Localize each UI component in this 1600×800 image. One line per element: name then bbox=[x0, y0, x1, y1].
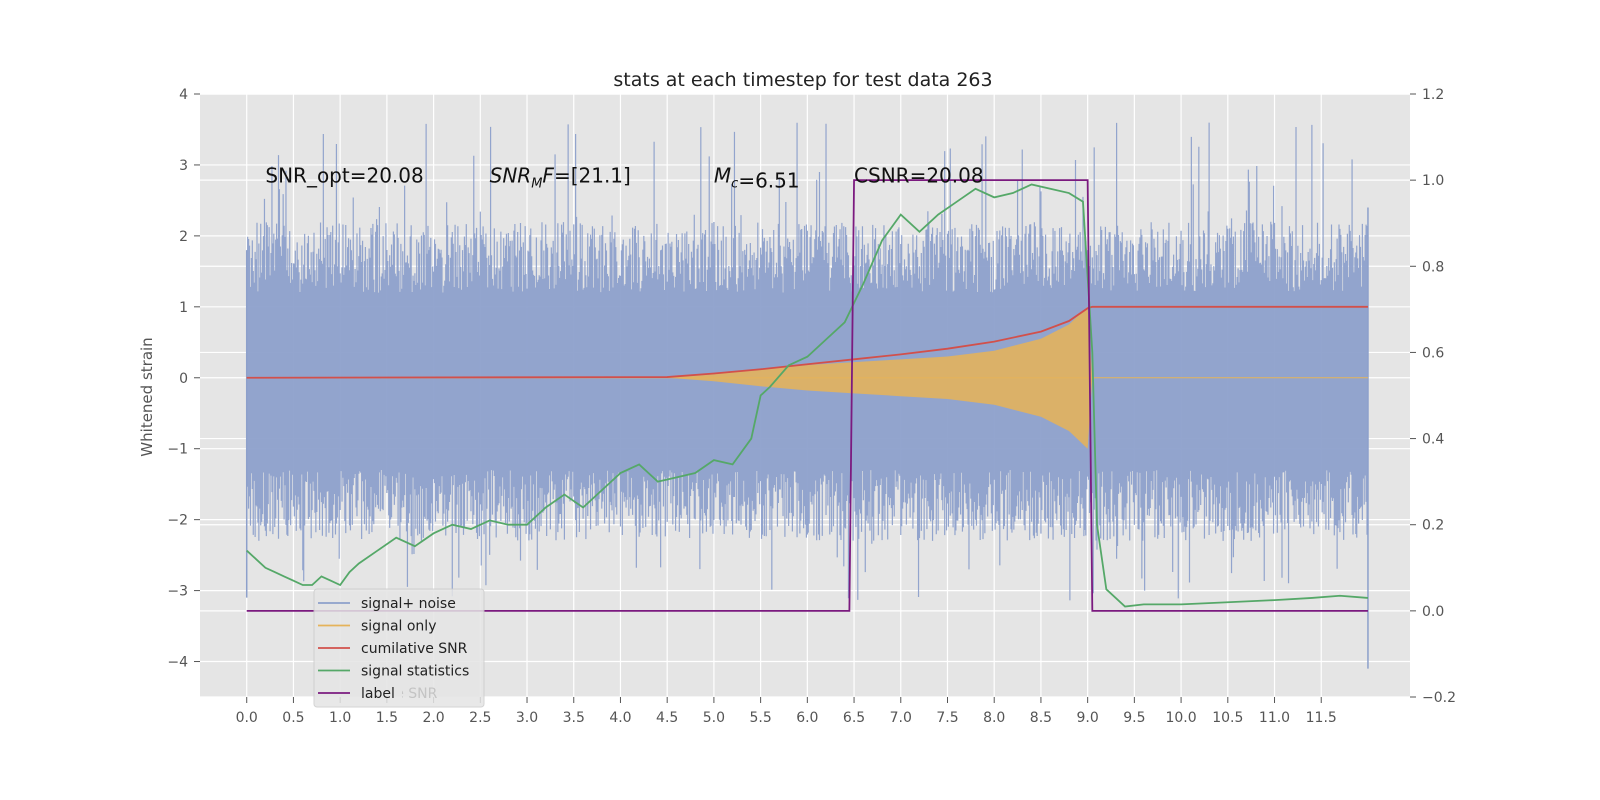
x-tick-label: 10.0 bbox=[1165, 710, 1196, 726]
label-line bbox=[246, 179, 1368, 612]
x-tick-label: 8.0 bbox=[983, 710, 1005, 726]
annotation: SNR_opt=20.08 bbox=[265, 164, 423, 188]
x-tick-label: 7.5 bbox=[936, 710, 958, 726]
x-tick-label: 8.5 bbox=[1030, 710, 1052, 726]
y-tick-label: 4 bbox=[179, 87, 188, 103]
x-tick-label: 9.0 bbox=[1077, 710, 1099, 726]
y2-tick-label: 1.2 bbox=[1422, 87, 1444, 103]
x-tick-label: 3.0 bbox=[516, 710, 538, 726]
y2-tick-label: 0.4 bbox=[1422, 432, 1444, 448]
y-axis-label: Whitened strain bbox=[138, 337, 156, 456]
legend-label: signal+ noise bbox=[361, 596, 456, 612]
x-tick-label: 2.0 bbox=[422, 710, 444, 726]
y-tick-label: −1 bbox=[167, 442, 188, 458]
x-tick-label: 6.5 bbox=[843, 710, 865, 726]
y-tick-label: 2 bbox=[179, 229, 188, 245]
cumilative-SNR-line bbox=[246, 305, 1368, 379]
annotations: SNR_opt=20.08 SNRMF=[21.1] Mc=6.51 CSNR=20.… bbox=[265, 164, 983, 193]
legend-label: label bbox=[361, 686, 395, 702]
legend-label: signal only bbox=[361, 619, 436, 635]
y2-tick-label: 0.2 bbox=[1422, 518, 1444, 534]
x-tick-label: 7.0 bbox=[890, 710, 912, 726]
x-tick-label: 6.0 bbox=[796, 710, 818, 726]
axes: 0.0 0.5 1.0 1.5 2.0 2.5 3.0 3.5 4.0 4.5 5.0 5.5 6.0 6… bbox=[167, 87, 1456, 726]
x-tick-label: 3.5 bbox=[563, 710, 585, 726]
annotation: Mc=6.51 bbox=[714, 164, 800, 193]
legend-label: signal statistics bbox=[361, 664, 469, 680]
x-tick-label: 0.5 bbox=[282, 710, 304, 726]
x-tick-label: 11.0 bbox=[1259, 710, 1290, 726]
annotation: CSNR=20.08 bbox=[854, 164, 984, 188]
x-tick-label: 4.5 bbox=[656, 710, 678, 726]
legend-ghost-text: cumilative SNR bbox=[331, 686, 438, 702]
y-tick-label: −2 bbox=[167, 513, 188, 529]
signal-noise-series bbox=[245, 122, 1369, 669]
x-tick-label: 1.5 bbox=[376, 710, 398, 726]
x-tick-label: 11.5 bbox=[1306, 710, 1337, 726]
annotation: SNRMF=[21.1] bbox=[490, 164, 631, 192]
legend-label: cumilative SNR bbox=[361, 641, 468, 657]
x-tick-label: 9.5 bbox=[1123, 710, 1145, 726]
x-tick-label: 5.5 bbox=[749, 710, 771, 726]
x-tick-label: 5.0 bbox=[703, 710, 725, 726]
y-tick-label: −3 bbox=[167, 584, 188, 600]
legend: signal+ noise signal only cumilative SNR si… bbox=[313, 588, 485, 708]
y-tick-label: 0 bbox=[179, 371, 188, 387]
legend-box bbox=[313, 588, 485, 708]
x-tick-label: 2.5 bbox=[469, 710, 491, 726]
y-tick-label: −4 bbox=[167, 655, 188, 671]
x-tick-label: 10.5 bbox=[1212, 710, 1243, 726]
x-tick-label: 0.0 bbox=[236, 710, 258, 726]
x-tick-label: 4.0 bbox=[609, 710, 631, 726]
chart-title: stats at each timestep for test data 263 bbox=[613, 69, 992, 91]
y2-tick-label: 0.8 bbox=[1422, 259, 1444, 275]
y2-tick-label: 0.0 bbox=[1422, 604, 1444, 620]
y-tick-label: 3 bbox=[179, 158, 188, 174]
y-tick-label: 1 bbox=[179, 300, 188, 316]
line-series bbox=[246, 179, 1369, 612]
x-tick-label: 1.0 bbox=[329, 710, 351, 726]
y2-tick-label: 0.6 bbox=[1422, 345, 1444, 361]
y2-tick-label: 1.0 bbox=[1422, 173, 1444, 189]
y2-tick-label: −0.2 bbox=[1422, 690, 1456, 706]
